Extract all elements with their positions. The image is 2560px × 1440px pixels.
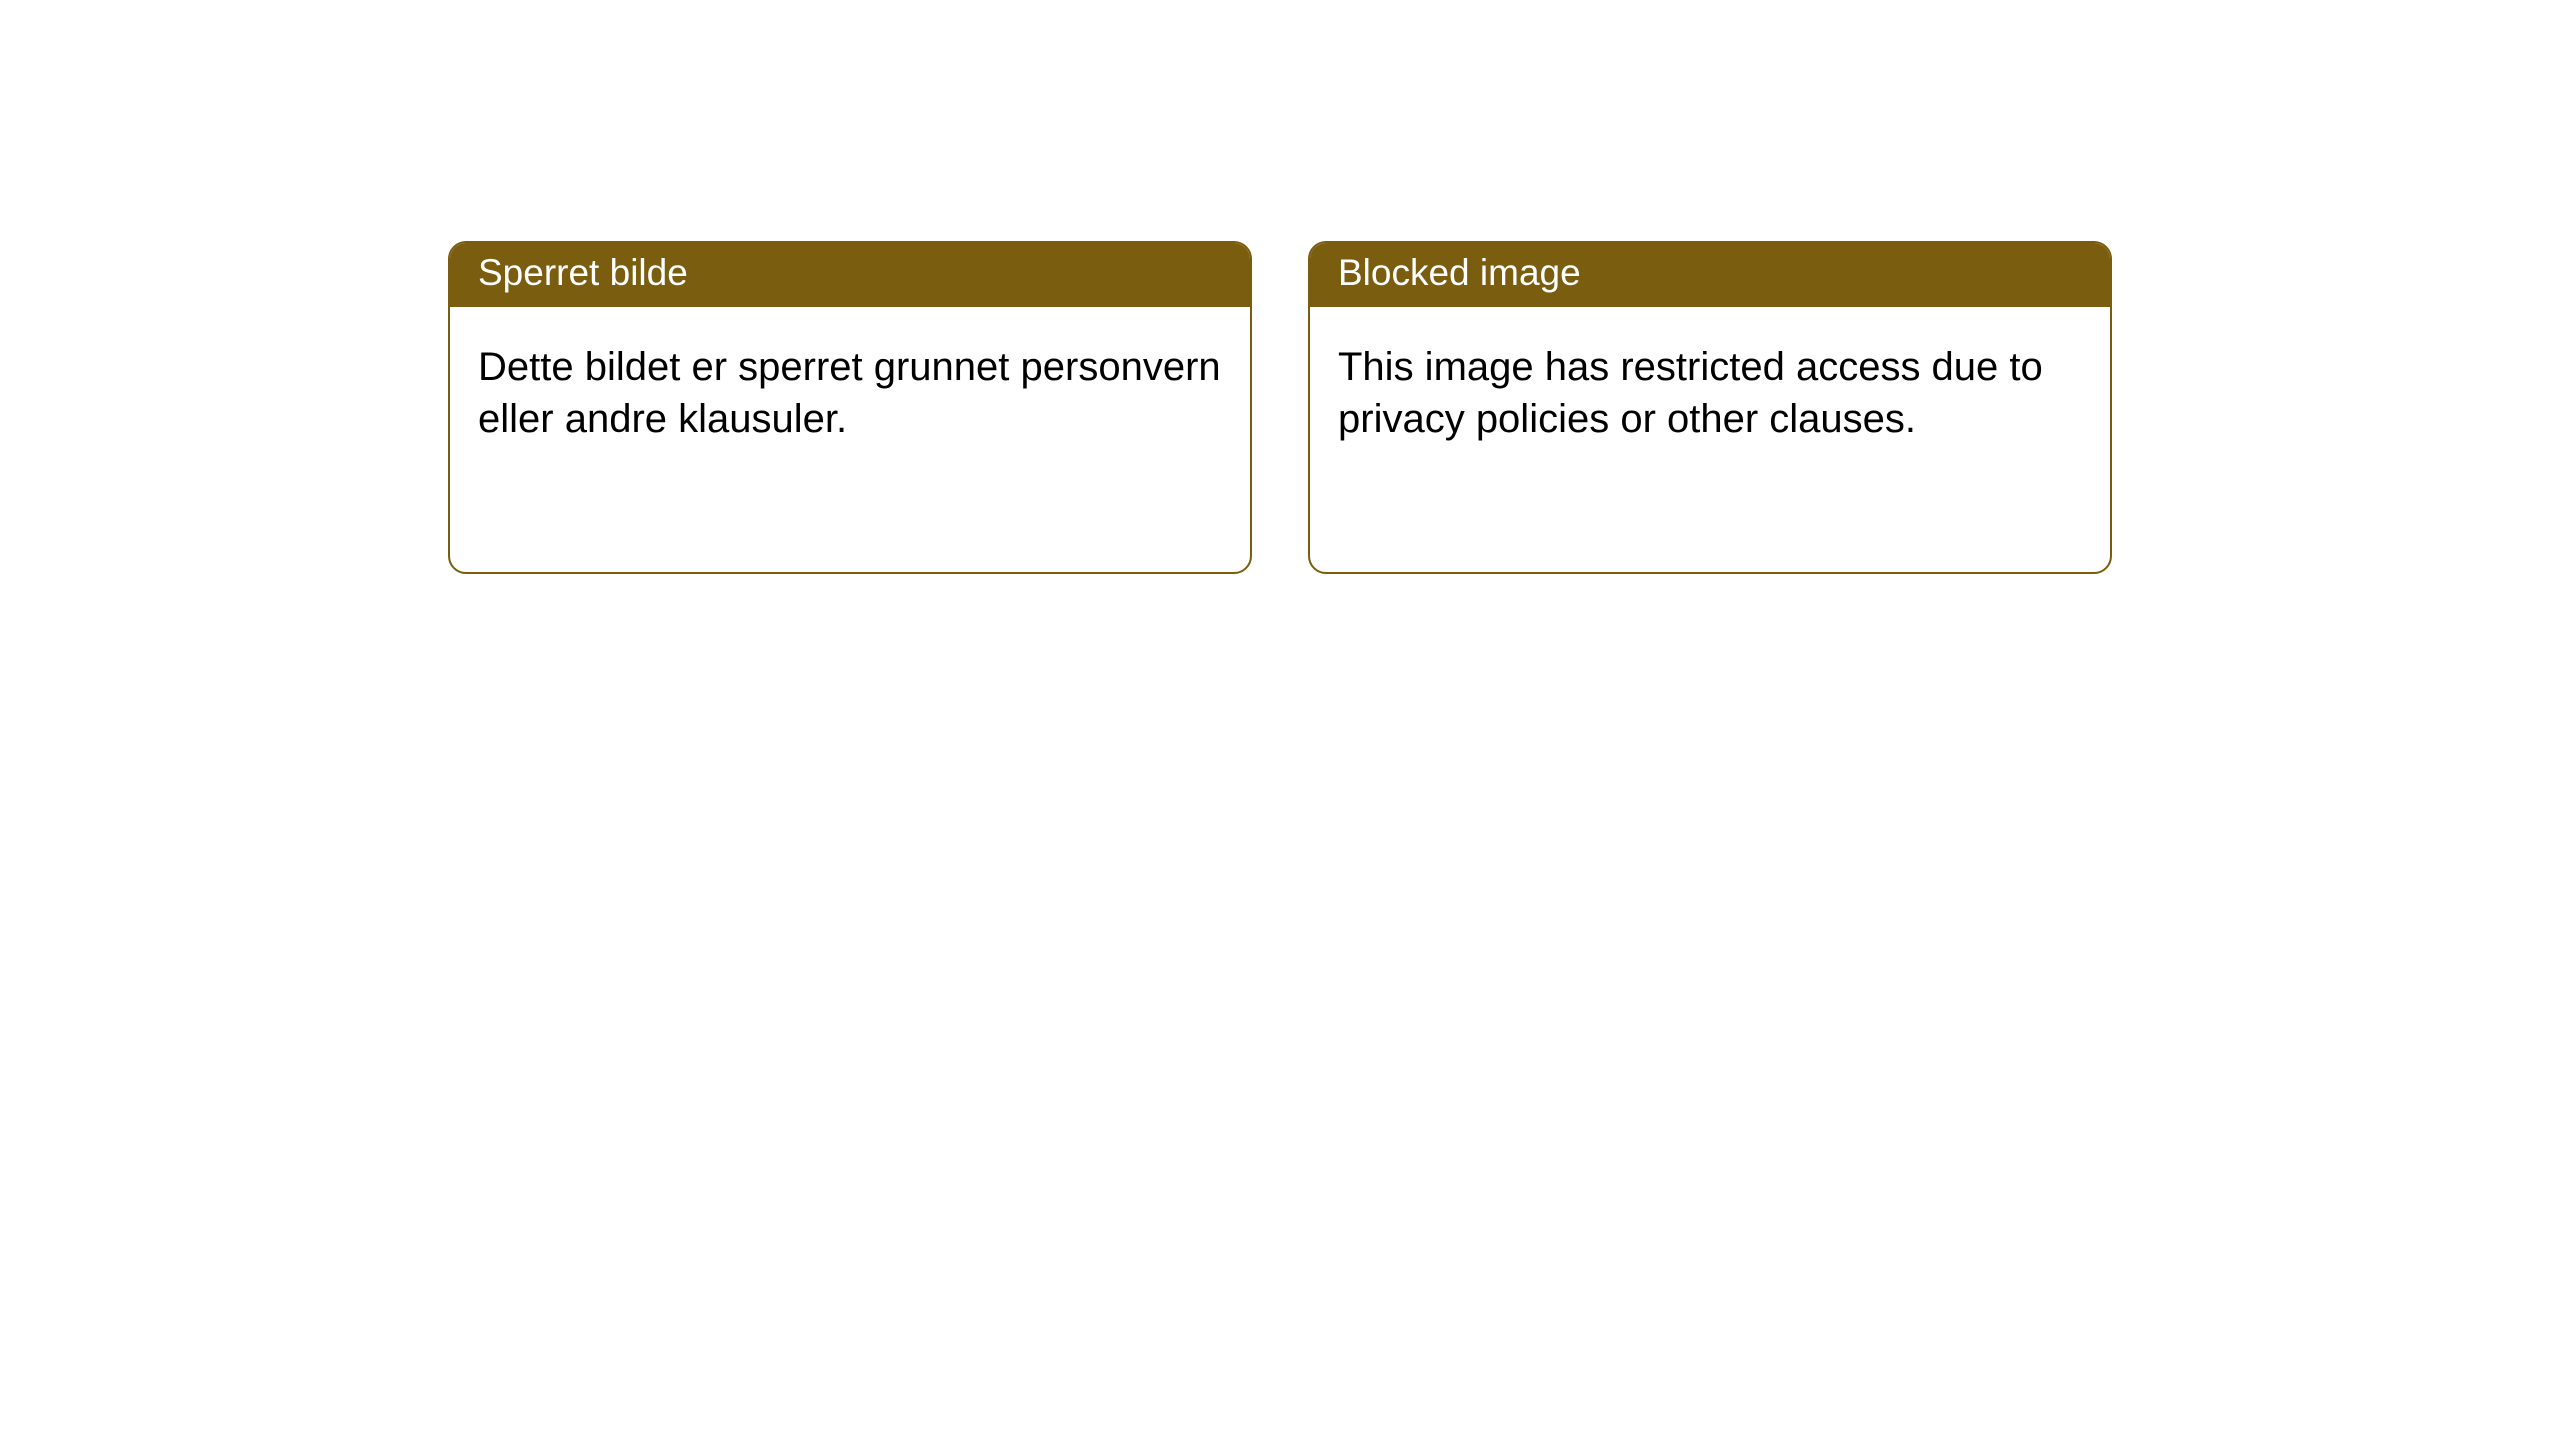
notice-body: This image has restricted access due to …	[1310, 307, 2110, 473]
notice-card-norwegian: Sperret bilde Dette bildet er sperret gr…	[448, 241, 1252, 574]
notice-header: Sperret bilde	[450, 243, 1250, 307]
notice-body: Dette bildet er sperret grunnet personve…	[450, 307, 1250, 473]
notice-card-english: Blocked image This image has restricted …	[1308, 241, 2112, 574]
notice-header: Blocked image	[1310, 243, 2110, 307]
notice-container: Sperret bilde Dette bildet er sperret gr…	[0, 0, 2560, 574]
